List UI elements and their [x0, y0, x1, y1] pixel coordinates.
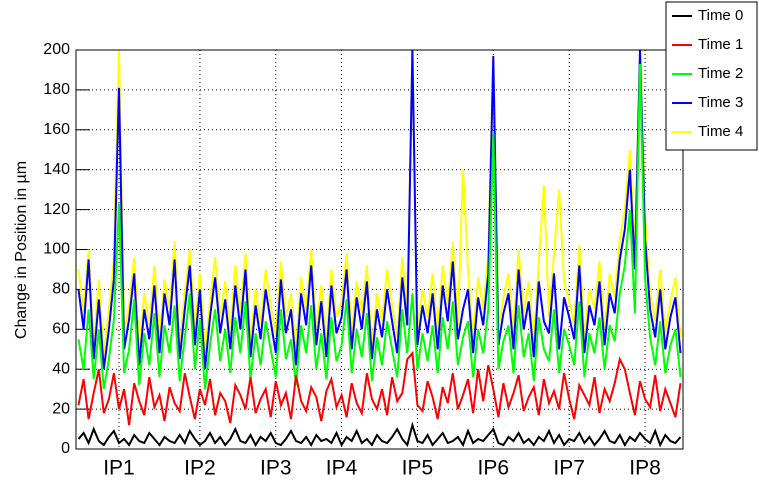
series-line [77, 49, 682, 370]
x-tick-label: IP2 [184, 457, 216, 480]
y-axis-label: Change in Position in µm [13, 161, 30, 339]
series-line [77, 421, 682, 448]
x-tick-label: IP7 [553, 457, 585, 480]
legend-label: Time 1 [698, 36, 743, 53]
x-tick-label: IP1 [103, 457, 135, 480]
y-tick-label: 120 [43, 201, 70, 218]
legend-label: Time 4 [698, 123, 743, 140]
legend-box [665, 1, 758, 151]
plot-frame [75, 49, 684, 450]
y-tick-label: 200 [43, 41, 70, 58]
y-tick-label: 0 [61, 440, 70, 457]
legend-label: Time 0 [698, 7, 743, 24]
y-tick-label: 20 [52, 400, 70, 417]
y-tick-label: 80 [52, 281, 70, 298]
x-tick-label: IP5 [402, 457, 434, 480]
legend-label: Time 2 [698, 65, 743, 82]
y-tick-label: 40 [52, 360, 70, 377]
legend-label: Time 3 [698, 94, 743, 111]
x-tick-label: IP8 [629, 457, 661, 480]
legend: Time 0 Time 1 Time 2 Time 3 Time 4 [665, 1, 758, 151]
series-line [77, 63, 682, 390]
y-tick-label: 160 [43, 121, 70, 138]
y-tick-label: 100 [43, 241, 70, 258]
x-tick-label: IP3 [260, 457, 292, 480]
y-tick-label: 140 [43, 161, 70, 178]
y-tick-label: 180 [43, 81, 70, 98]
x-tick-label: IP4 [326, 457, 358, 480]
x-tick-label: IP6 [478, 457, 510, 480]
y-tick-label: 60 [52, 321, 70, 338]
series-line [77, 350, 682, 426]
